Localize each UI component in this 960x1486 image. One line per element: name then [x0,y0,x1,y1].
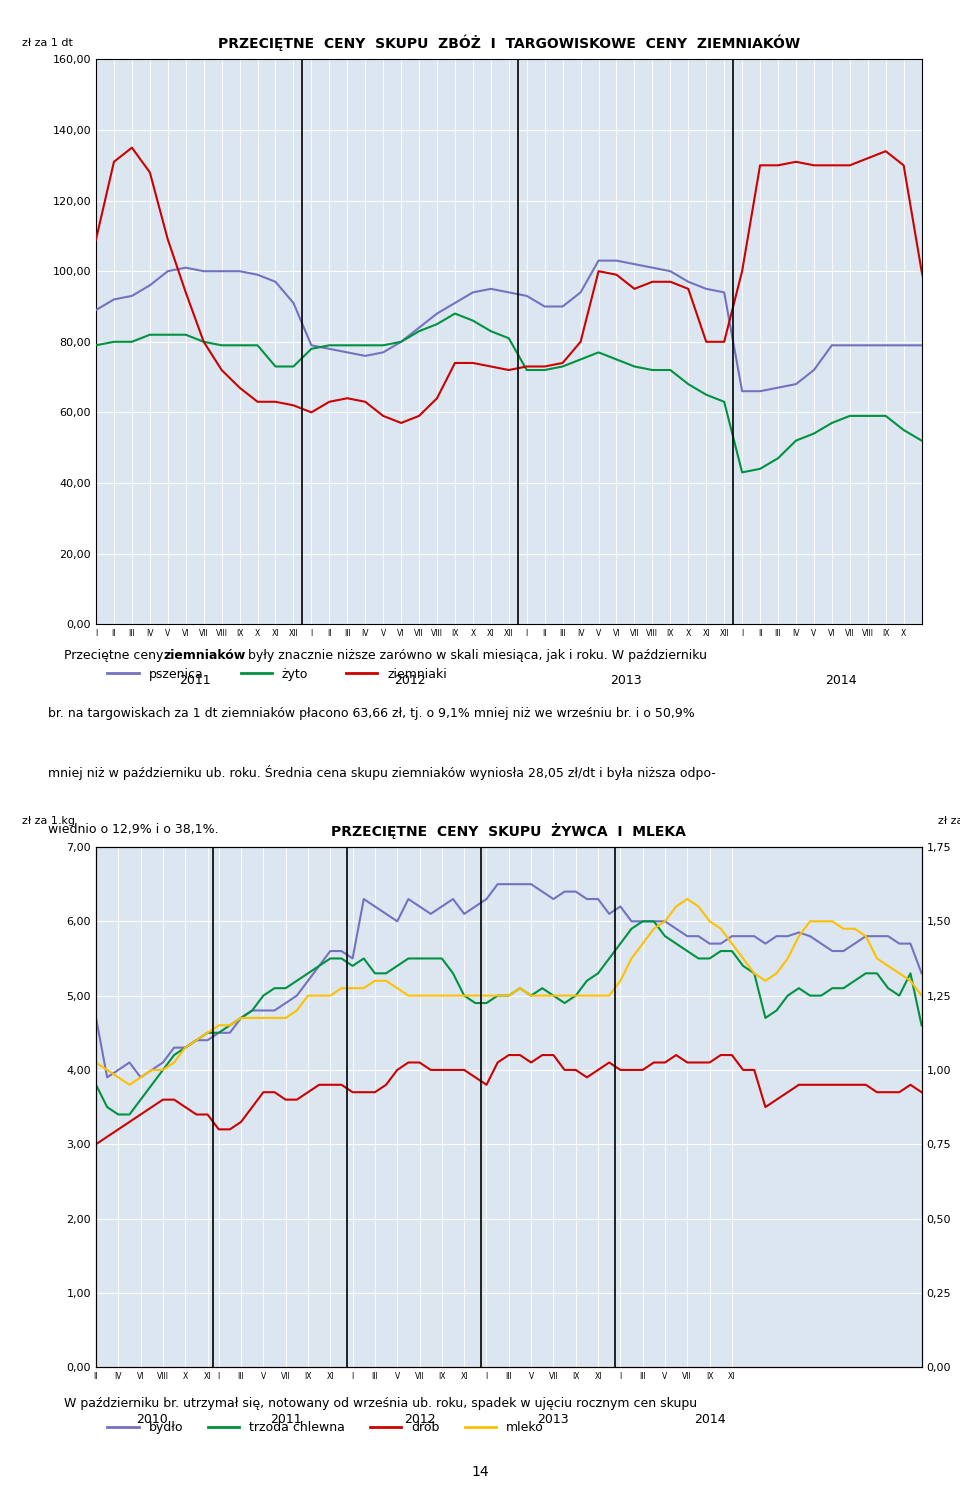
Text: zł za 1 dt: zł za 1 dt [22,39,73,48]
Text: zł za 1 l: zł za 1 l [938,816,960,826]
Title: PRZECIĘTNE  CENY  SKUPU  ZBÓŻ  I  TARGOWISKOWE  CENY  ZIEMNIAKÓW: PRZECIĘTNE CENY SKUPU ZBÓŻ I TARGOWISKOW… [218,34,800,52]
Text: W październiku br. utrzymał się, notowany od września ub. roku, spadek w ujęciu : W październiku br. utrzymał się, notowan… [48,1397,697,1410]
Text: zł za 1 kg: zł za 1 kg [22,816,75,826]
Text: 2011: 2011 [179,673,210,687]
Text: 2012: 2012 [395,673,426,687]
Title: PRZECIĘTNE  CENY  SKUPU  ŻYWCA  I  MLEKA: PRZECIĘTNE CENY SKUPU ŻYWCA I MLEKA [331,823,686,840]
Text: 2010: 2010 [136,1413,168,1427]
Text: wiednio o 12,9% i o 38,1%.: wiednio o 12,9% i o 38,1%. [48,823,219,835]
Legend: bydło, trzoda chlewna, drób, mleko: bydło, trzoda chlewna, drób, mleko [103,1416,549,1438]
Text: 2013: 2013 [538,1413,569,1427]
Text: 14: 14 [471,1465,489,1479]
Text: 2014: 2014 [825,673,856,687]
Text: mniej niż w październiku ub. roku. Średnia cena skupu ziemniaków wyniosła 28,05 : mniej niż w październiku ub. roku. Średn… [48,764,716,780]
Text: Przeciętne ceny: Przeciętne ceny [48,648,167,661]
Text: 2013: 2013 [610,673,641,687]
Text: ziemniaków: ziemniaków [164,648,246,661]
Text: br. na targowiskach za 1 dt ziemniaków płacono 63,66 zł, tj. o 9,1% mniej niż we: br. na targowiskach za 1 dt ziemniaków p… [48,706,695,719]
Text: 2011: 2011 [270,1413,301,1427]
Text: 2014: 2014 [694,1413,726,1427]
Text: 2012: 2012 [404,1413,435,1427]
Text: były znacznie niższe zarówno w skali miesiąca, jak i roku. W październiku: były znacznie niższe zarówno w skali mie… [244,648,708,661]
Legend: pszenica, żyto, ziemniaki: pszenica, żyto, ziemniaki [103,663,452,685]
